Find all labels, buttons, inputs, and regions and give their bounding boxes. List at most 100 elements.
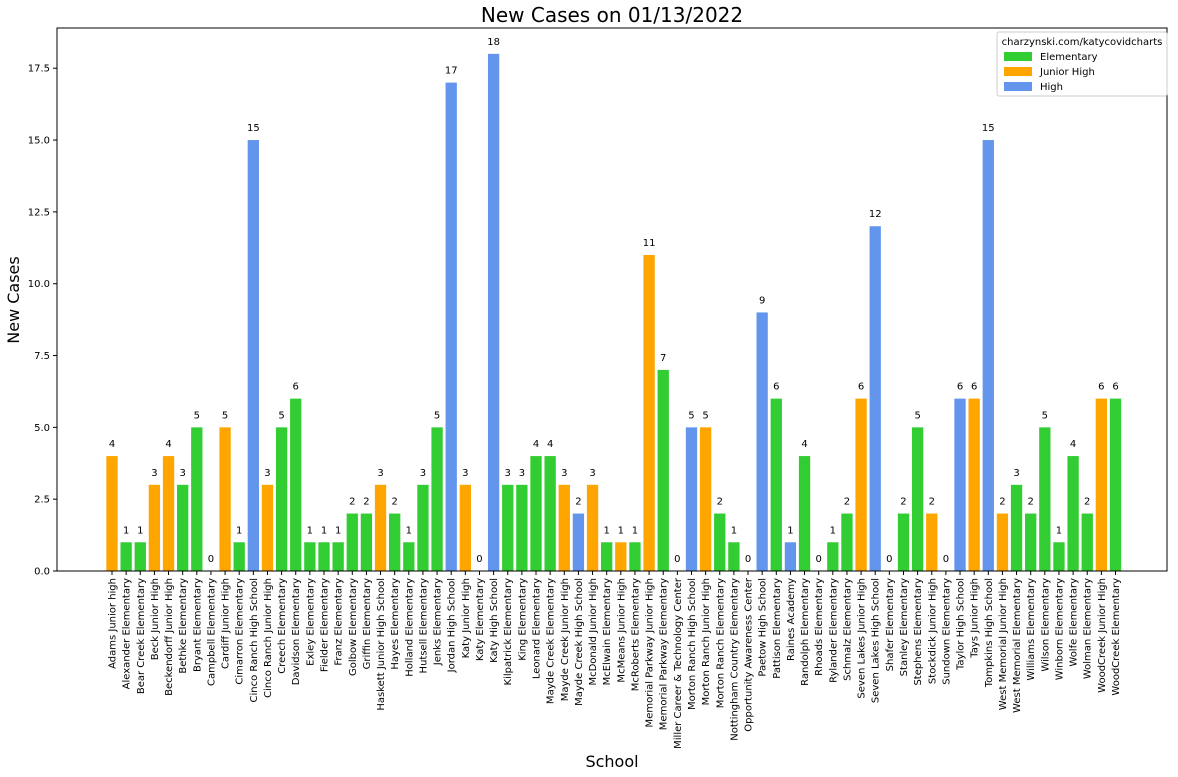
bar-value-label: 1: [137, 525, 143, 536]
bar-value-label: 5: [278, 410, 284, 421]
x-tick-label: Seven Lakes Junior High: [857, 578, 868, 699]
x-tick-label: Hayes Elementary: [390, 578, 401, 670]
bar-value-label: 3: [462, 468, 468, 479]
bar: [615, 542, 627, 571]
x-tick-label: Campbell Elementary: [206, 578, 217, 686]
bar-value-label: 7: [660, 353, 666, 364]
x-tick-label: King Elementary: [517, 578, 528, 661]
bar-value-label: 1: [731, 525, 737, 536]
x-tick-label: Davidson Elementary: [291, 578, 302, 685]
bar: [699, 427, 712, 571]
bar: [1010, 484, 1023, 571]
bar-value-label: 2: [1028, 497, 1034, 508]
bar-value-label: 5: [914, 410, 920, 421]
x-tick-label: Griffin Elementary: [362, 578, 373, 669]
x-tick-label: Seven Lakes High School: [871, 578, 882, 703]
x-tick-label: McDonald Junior High: [588, 578, 599, 686]
x-tick-label: Bryant Elementary: [192, 578, 203, 672]
bar-value-label: 6: [971, 382, 977, 393]
bar: [643, 254, 655, 571]
bar: [417, 484, 429, 571]
bar: [1095, 398, 1108, 571]
x-tick-label: Williams Elementary: [1026, 578, 1037, 681]
bar: [403, 542, 415, 571]
bar: [926, 513, 938, 571]
x-tick-label: Morton Ranch High School: [687, 578, 698, 710]
bar-value-label: 3: [589, 468, 595, 479]
bar-value-label: 18: [487, 37, 500, 48]
legend: charzynski.com/katycovidcharts Elementar…: [996, 31, 1168, 97]
bar-value-label: 9: [759, 295, 765, 306]
x-tick-label: Leonard Elementary: [532, 578, 543, 679]
bar-value-label: 3: [1013, 468, 1019, 479]
x-tick-label: Katy High School: [489, 578, 500, 663]
bar: [756, 312, 768, 571]
bar: [346, 513, 358, 571]
bar: [770, 398, 782, 571]
bar-value-label: 0: [886, 554, 892, 565]
bar-value-label: 3: [151, 468, 157, 479]
bar-value-label: 6: [1112, 382, 1118, 393]
bar-value-label: 2: [717, 497, 723, 508]
bar-value-label: 1: [406, 525, 412, 536]
bar-value-label: 3: [264, 468, 270, 479]
x-tick-label: Raines Academy: [786, 578, 797, 661]
bar: [911, 427, 924, 571]
x-tick-label: WoodCreek Elementary: [1111, 578, 1122, 696]
x-axis-ticks: Adams Junior high Alexander Elementary Bea…: [108, 571, 1122, 749]
bar-value-label: 5: [1042, 410, 1048, 421]
bar-value-label: 3: [519, 468, 525, 479]
x-tick-label: Cimarron Elementary: [235, 578, 246, 685]
x-tick-label: Mayde Creek Junior High: [560, 578, 571, 701]
bar: [855, 398, 867, 571]
bar: [177, 484, 189, 571]
bar: [601, 542, 613, 571]
bar: [996, 513, 1009, 571]
x-tick-label: Memorial Parkway Junior High: [645, 578, 656, 727]
bar: [134, 542, 146, 571]
bar: [290, 398, 302, 571]
x-tick-label: Alexander Elementary: [122, 578, 133, 689]
bar-value-label: 2: [1084, 497, 1090, 508]
x-tick-label: Pattison Elementary: [772, 578, 783, 679]
x-tick-label: Wilson Elementary: [1040, 578, 1051, 672]
bar-value-label: 6: [957, 382, 963, 393]
bar-value-label: 3: [561, 468, 567, 479]
x-tick-label: Hutsell Elementary: [418, 578, 429, 674]
bar-value-label: 6: [293, 382, 299, 393]
bar: [191, 427, 203, 571]
bar-value-label: 6: [1098, 382, 1104, 393]
bar-value-label: 0: [943, 554, 949, 565]
x-tick-label: Paetow High School: [758, 578, 769, 677]
x-tick-label: WoodCreek Junior High: [1097, 578, 1108, 693]
bar: [1109, 398, 1122, 571]
bar-value-label: 1: [830, 525, 836, 536]
x-tick-label: Mayde Creek High School: [574, 578, 585, 706]
x-tick-label: Beckendorff Junior High: [164, 578, 175, 696]
legend-swatch: [1004, 67, 1032, 76]
x-tick-label: Memorial Parkway Elementary: [659, 578, 670, 730]
bar: [1053, 542, 1065, 571]
bar: [233, 542, 245, 571]
y-tick-label: 12.5: [28, 207, 50, 218]
x-tick-label: McRoberts Elementary: [630, 578, 641, 691]
bar: [869, 226, 881, 571]
x-tick-label: Wolman Elementary: [1083, 578, 1094, 679]
legend-entry-label: High: [1040, 82, 1063, 93]
bar: [1025, 513, 1037, 571]
x-tick-label: Stanley Elementary: [899, 578, 910, 676]
bar-value-label: 4: [533, 439, 539, 450]
bar: [459, 484, 471, 571]
x-tick-label: West Memorial Junior High: [998, 578, 1009, 710]
bar: [120, 542, 132, 571]
bar: [304, 542, 316, 571]
bar: [1067, 456, 1079, 571]
bar-value-label: 2: [391, 497, 397, 508]
bar: [275, 427, 288, 571]
legend-swatch: [1004, 82, 1032, 91]
bar: [389, 513, 401, 571]
bar: [968, 398, 980, 571]
bar: [162, 456, 175, 571]
bar-value-label: 1: [632, 525, 638, 536]
